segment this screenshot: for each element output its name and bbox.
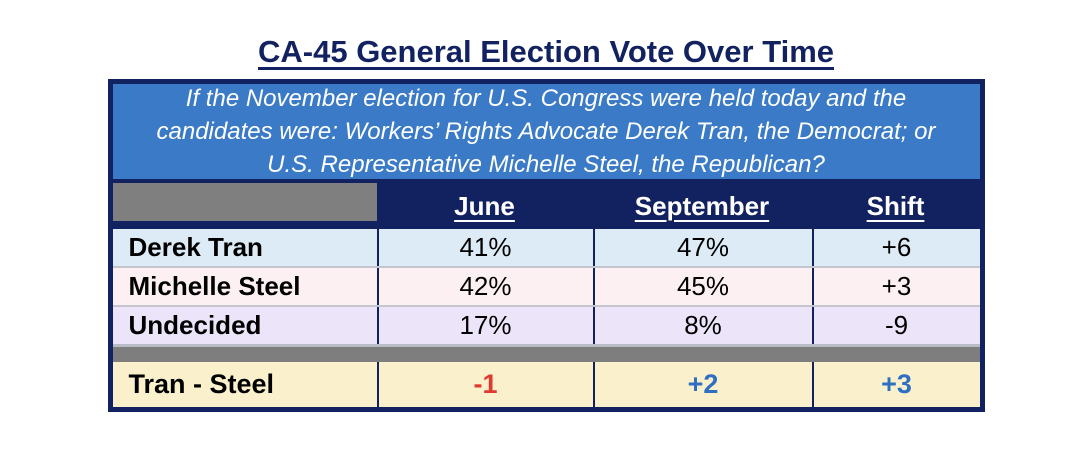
column-header-september: September bbox=[634, 190, 770, 221]
table-row: Michelle Steel 42% 45% +3 bbox=[112, 266, 980, 305]
poll-question-text: If the November election for U.S. Congre… bbox=[156, 85, 936, 178]
shift-value: +3 bbox=[811, 268, 980, 305]
june-value: 17% bbox=[376, 307, 593, 344]
row-label: Derek Tran bbox=[128, 232, 263, 262]
poll-question-banner: If the November election for U.S. Congre… bbox=[112, 84, 980, 183]
september-value: 47% bbox=[592, 229, 812, 266]
summary-label: Tran - Steel bbox=[128, 369, 275, 399]
header-corner-cell bbox=[112, 183, 377, 229]
shift-value: -9 bbox=[811, 307, 980, 344]
column-header-june: June bbox=[454, 190, 515, 221]
table-row: Undecided 17% 8% -9 bbox=[112, 305, 980, 344]
summary-shift-value: +3 bbox=[811, 362, 980, 407]
shift-value: +6 bbox=[811, 229, 980, 266]
june-value: 42% bbox=[376, 268, 593, 305]
row-label: Michelle Steel bbox=[128, 271, 301, 301]
june-value: 41% bbox=[376, 229, 593, 266]
separator-bar bbox=[112, 344, 980, 362]
summary-september-value: +2 bbox=[592, 362, 812, 407]
summary-june-value: -1 bbox=[376, 362, 593, 407]
september-value: 8% bbox=[592, 307, 812, 344]
page-title: CA-45 General Election Vote Over Time bbox=[258, 34, 834, 69]
poll-results-table: If the November election for U.S. Congre… bbox=[107, 79, 985, 412]
table-header-row: June September Shift bbox=[112, 183, 980, 229]
summary-row: Tran - Steel -1 +2 +3 bbox=[112, 362, 980, 407]
september-value: 45% bbox=[592, 268, 812, 305]
column-header-shift: Shift bbox=[866, 190, 925, 221]
row-label: Undecided bbox=[128, 310, 262, 340]
table-row: Derek Tran 41% 47% +6 bbox=[112, 229, 980, 266]
